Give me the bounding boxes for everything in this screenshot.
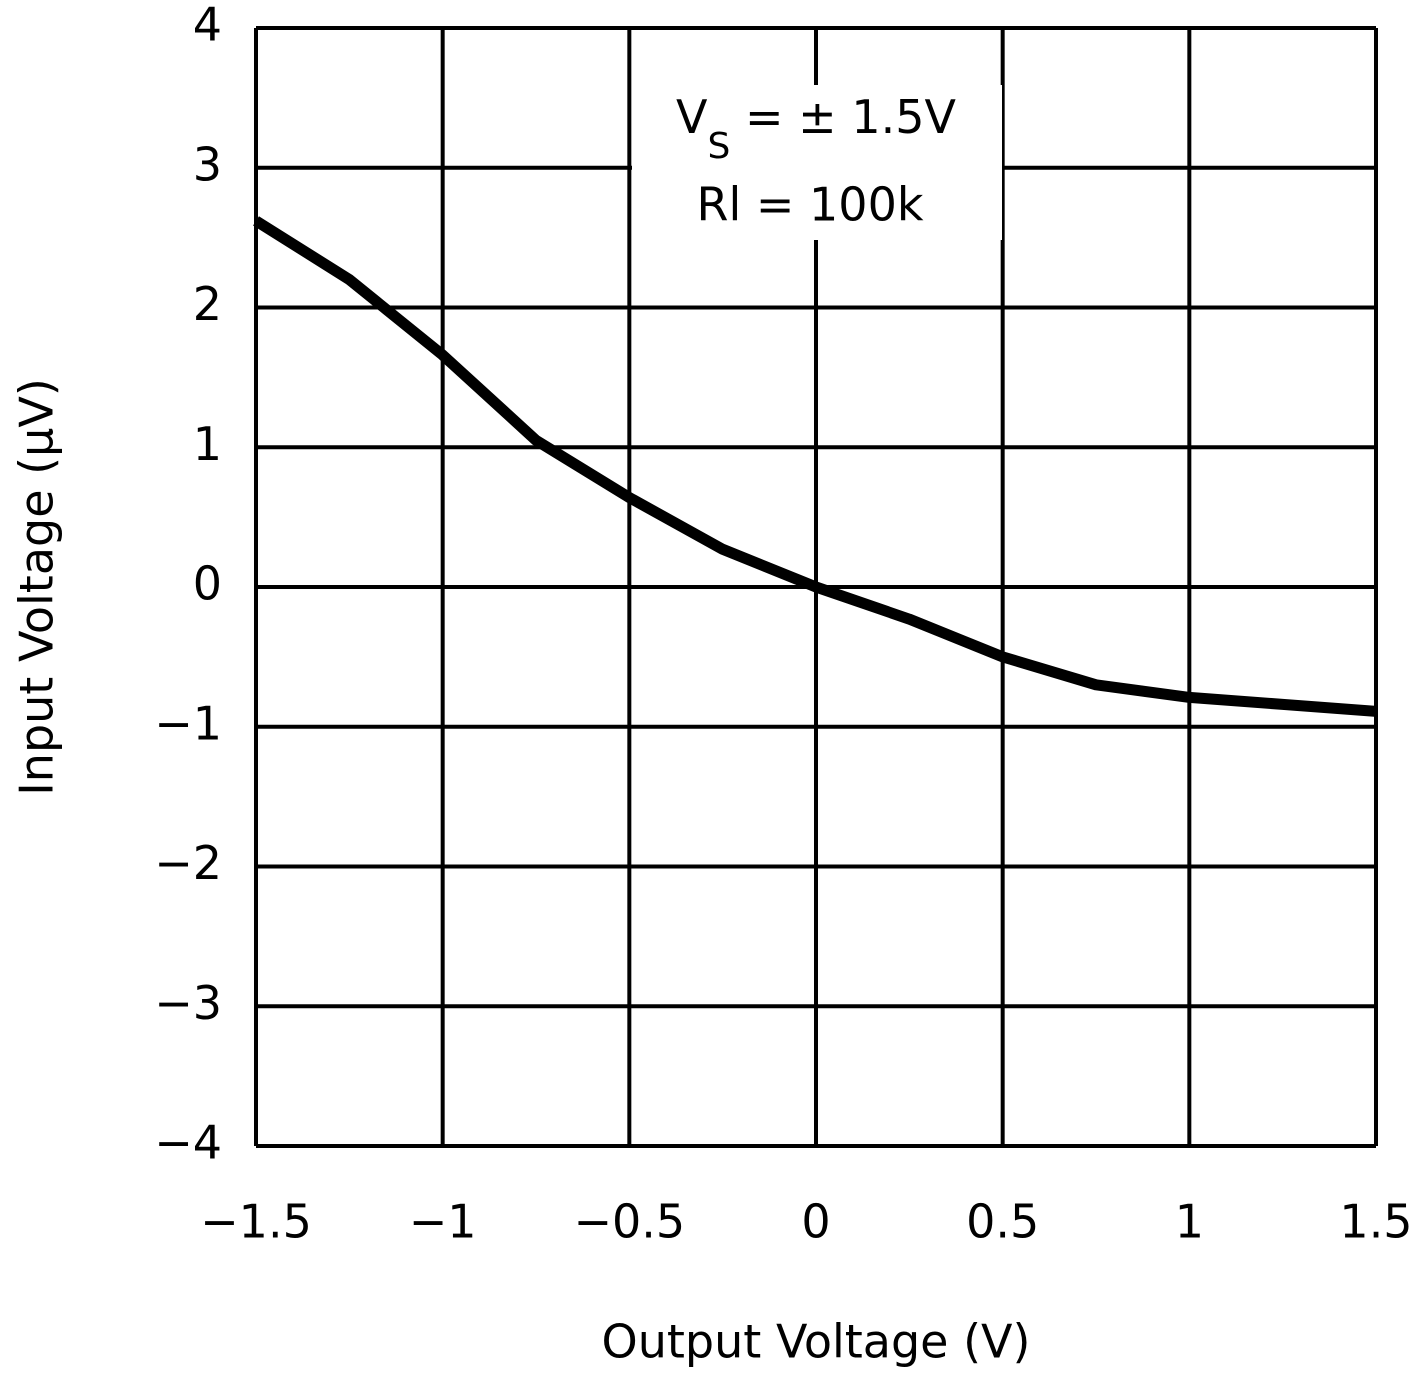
annotation-box [632, 85, 1002, 240]
x-tick-label: −1.5 [200, 1195, 312, 1249]
x-tick-label: −0.5 [573, 1195, 685, 1249]
annotation: Rl = 100k [697, 178, 924, 232]
x-tick-label: −1 [409, 1195, 477, 1249]
y-tick-label: 3 [193, 137, 222, 191]
x-axis-label: Output Voltage (V) [602, 1315, 1031, 1369]
y-tick-label: −2 [154, 836, 222, 890]
y-tick-label: −3 [154, 976, 222, 1030]
annotation-sub: S [708, 126, 731, 167]
annotation: VS = ± 1.5V [676, 90, 956, 168]
annotation-text: = ± 1.5V [730, 90, 956, 144]
y-tick-label: 4 [193, 0, 222, 52]
y-tick-label: 2 [193, 277, 222, 331]
y-axis-label: Input Voltage (μV) [10, 378, 64, 796]
y-tick-label: −1 [154, 696, 222, 750]
y-tick-label: 0 [193, 557, 222, 611]
annotation-text: V [676, 90, 708, 144]
x-tick-label: 0 [801, 1195, 830, 1249]
y-tick-label: −4 [154, 1116, 222, 1170]
x-tick-label: 0.5 [966, 1195, 1039, 1249]
y-tick-label: 1 [193, 417, 222, 471]
x-tick-label: 1.5 [1339, 1195, 1411, 1249]
data-line [253, 216, 1377, 717]
x-tick-label: 1 [1175, 1195, 1204, 1249]
